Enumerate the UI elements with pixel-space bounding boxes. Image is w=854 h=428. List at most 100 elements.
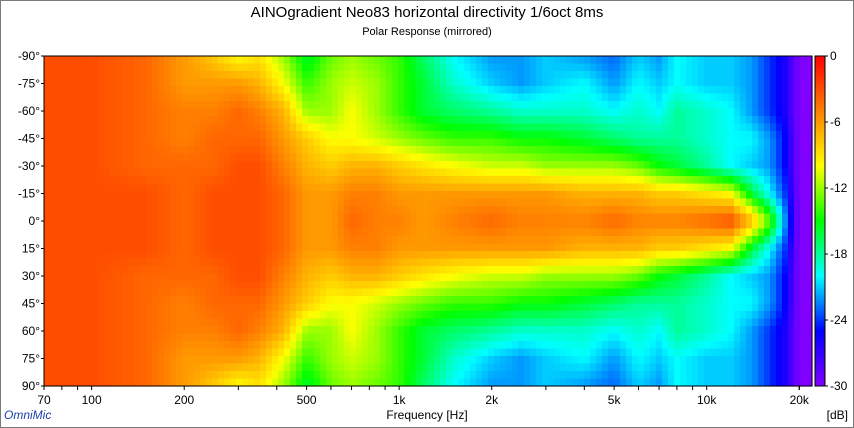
heatmap-cell — [242, 56, 249, 65]
heatmap-cell — [668, 243, 675, 252]
heatmap-cell — [740, 131, 747, 140]
heatmap-cell — [626, 251, 633, 260]
heatmap-cell — [788, 311, 795, 320]
heatmap-cell — [704, 176, 711, 185]
heatmap-cell — [248, 221, 255, 230]
heatmap-cell — [116, 258, 123, 267]
heatmap-cell — [488, 341, 495, 350]
heatmap-cell — [524, 333, 531, 342]
heatmap-cell — [140, 206, 147, 215]
heatmap-cell — [782, 131, 789, 140]
heatmap-cell — [782, 213, 789, 222]
heatmap-cell — [278, 108, 285, 117]
heatmap-cell — [212, 273, 219, 282]
heatmap-cell — [350, 236, 357, 245]
heatmap-cell — [560, 273, 567, 282]
heatmap-cell — [776, 116, 783, 125]
heatmap-cell — [242, 243, 249, 252]
heatmap-cell — [518, 341, 525, 350]
heatmap-cell — [662, 296, 669, 305]
heatmap-cell — [596, 258, 603, 267]
heatmap-cell — [356, 206, 363, 215]
heatmap-cell — [770, 221, 777, 230]
heatmap-cell — [524, 153, 531, 162]
heatmap-cell — [50, 288, 57, 297]
heatmap-cell — [332, 251, 339, 260]
heatmap-cell — [698, 206, 705, 215]
heatmap-cell — [638, 243, 645, 252]
heatmap-cell — [368, 281, 375, 290]
heatmap-cell — [728, 168, 735, 177]
heatmap-cell — [710, 303, 717, 312]
heatmap-cell — [314, 198, 321, 207]
heatmap-cell — [236, 213, 243, 222]
heatmap-cell — [386, 213, 393, 222]
heatmap-cell — [116, 198, 123, 207]
heatmap-cell — [536, 258, 543, 267]
heatmap-cell — [446, 71, 453, 80]
heatmap-cell — [770, 86, 777, 95]
heatmap-cell — [584, 311, 591, 320]
heatmap-cell — [80, 71, 87, 80]
heatmap-cell — [764, 131, 771, 140]
heatmap-cell — [728, 318, 735, 327]
heatmap-cell — [344, 116, 351, 125]
heatmap-cell — [362, 243, 369, 252]
heatmap-cell — [212, 341, 219, 350]
heatmap-cell — [530, 131, 537, 140]
heatmap-cell — [122, 101, 129, 110]
heatmap-cell — [104, 251, 111, 260]
heatmap-cell — [326, 318, 333, 327]
heatmap-cell — [200, 236, 207, 245]
heatmap-cell — [434, 108, 441, 117]
heatmap-cell — [674, 138, 681, 147]
heatmap-cell — [446, 123, 453, 132]
heatmap-cell — [626, 273, 633, 282]
heatmap-cell — [188, 123, 195, 132]
heatmap-cell — [512, 138, 519, 147]
heatmap-cell — [392, 198, 399, 207]
heatmap-cell — [92, 116, 99, 125]
heatmap-cell — [248, 116, 255, 125]
heatmap-cell — [776, 138, 783, 147]
heatmap-cell — [794, 191, 801, 200]
heatmap-cell — [278, 296, 285, 305]
heatmap-cell — [572, 153, 579, 162]
heatmap-cell — [74, 206, 81, 215]
heatmap-cell — [116, 183, 123, 192]
heatmap-cell — [152, 153, 159, 162]
heatmap-cell — [806, 288, 813, 297]
heatmap-cell — [62, 318, 69, 327]
heatmap-cell — [590, 281, 597, 290]
heatmap-cell — [200, 93, 207, 102]
heatmap-cell — [74, 311, 81, 320]
heatmap-cell — [668, 176, 675, 185]
heatmap-cell — [290, 341, 297, 350]
heatmap-cell — [680, 131, 687, 140]
heatmap-cell — [92, 251, 99, 260]
heatmap-cell — [662, 108, 669, 117]
heatmap-cell — [98, 176, 105, 185]
heatmap-cell — [638, 71, 645, 80]
heatmap-cell — [488, 78, 495, 87]
heatmap-cell — [680, 56, 687, 65]
heatmap-cell — [614, 191, 621, 200]
heatmap-cell — [524, 288, 531, 297]
heatmap-cell — [566, 108, 573, 117]
heatmap-cell — [440, 168, 447, 177]
heatmap-cell — [686, 326, 693, 335]
heatmap-cell — [86, 341, 93, 350]
heatmap-cell — [704, 273, 711, 282]
heatmap-cell — [266, 71, 273, 80]
heatmap-cell — [722, 258, 729, 267]
heatmap-cell — [290, 56, 297, 65]
heatmap-cell — [176, 296, 183, 305]
heatmap-cell — [446, 318, 453, 327]
heatmap-cell — [110, 326, 117, 335]
heatmap-cell — [734, 296, 741, 305]
heatmap-cell — [806, 101, 813, 110]
heatmap-cell — [740, 183, 747, 192]
heatmap-cell — [290, 311, 297, 320]
heatmap-cell — [392, 273, 399, 282]
heatmap-cell — [260, 296, 267, 305]
